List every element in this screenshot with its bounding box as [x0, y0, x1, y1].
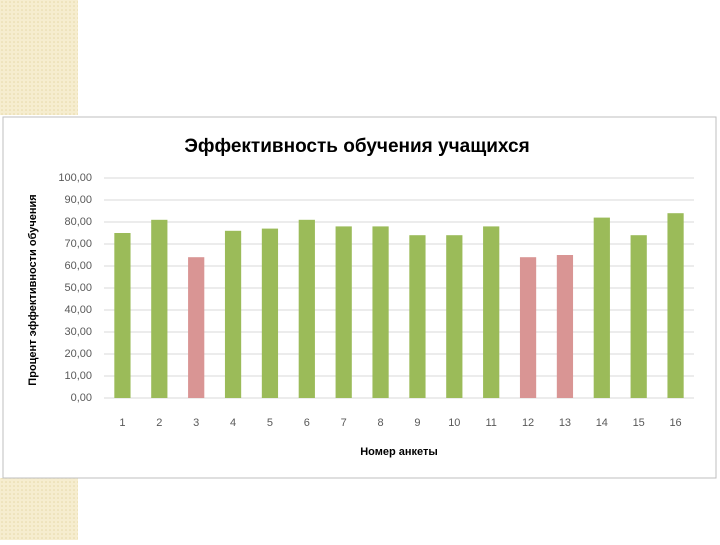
bar	[224, 230, 242, 398]
y-tick-label: 100,00	[58, 172, 92, 184]
bar	[630, 235, 647, 398]
y-tick-label: 0,00	[71, 392, 92, 404]
bar	[519, 257, 537, 398]
bar	[188, 257, 205, 398]
bar	[298, 219, 315, 398]
x-tick-label: 4	[230, 417, 236, 429]
y-tick-label: 50,00	[64, 282, 92, 294]
y-tick-label: 20,00	[64, 348, 92, 360]
x-tick-label: 11	[485, 417, 496, 429]
bar	[667, 213, 684, 398]
bar	[335, 226, 352, 398]
x-tick-label: 2	[156, 417, 162, 429]
y-tick-label: 60,00	[64, 260, 92, 272]
y-axis-title: Процент эффективности обучения	[27, 194, 39, 385]
y-tick-label: 90,00	[64, 194, 92, 206]
bar	[114, 233, 131, 398]
x-tick-label: 12	[522, 417, 534, 429]
x-tick-label: 5	[267, 417, 273, 429]
x-tick-label: 6	[304, 417, 310, 429]
y-tick-label: 30,00	[64, 326, 92, 338]
bar	[446, 235, 463, 398]
bar	[483, 226, 500, 398]
bar	[556, 255, 574, 398]
bar	[261, 228, 279, 398]
x-tick-label: 15	[633, 417, 645, 429]
y-tick-label: 80,00	[64, 216, 92, 228]
x-axis-title: Номер анкеты	[360, 446, 438, 458]
bar	[372, 226, 389, 398]
y-tick-label: 70,00	[64, 238, 92, 250]
y-tick-label: 10,00	[64, 370, 92, 382]
x-tick-label: 1	[119, 417, 125, 429]
chart-title: Эффективность обучения учащихся	[184, 136, 529, 157]
bar	[151, 219, 168, 398]
decor	[0, 478, 78, 540]
x-tick-label: 13	[559, 417, 571, 429]
x-tick-label: 14	[596, 417, 608, 429]
x-tick-label: 16	[669, 417, 681, 429]
bar	[409, 235, 426, 398]
x-tick-label: 9	[414, 417, 420, 429]
y-tick-label: 40,00	[64, 304, 92, 316]
x-tick-label: 3	[193, 417, 199, 429]
x-tick-label: 7	[341, 417, 347, 429]
x-tick-label: 10	[448, 417, 460, 429]
bar	[593, 217, 610, 398]
decor	[0, 0, 78, 115]
x-tick-label: 8	[378, 417, 384, 429]
